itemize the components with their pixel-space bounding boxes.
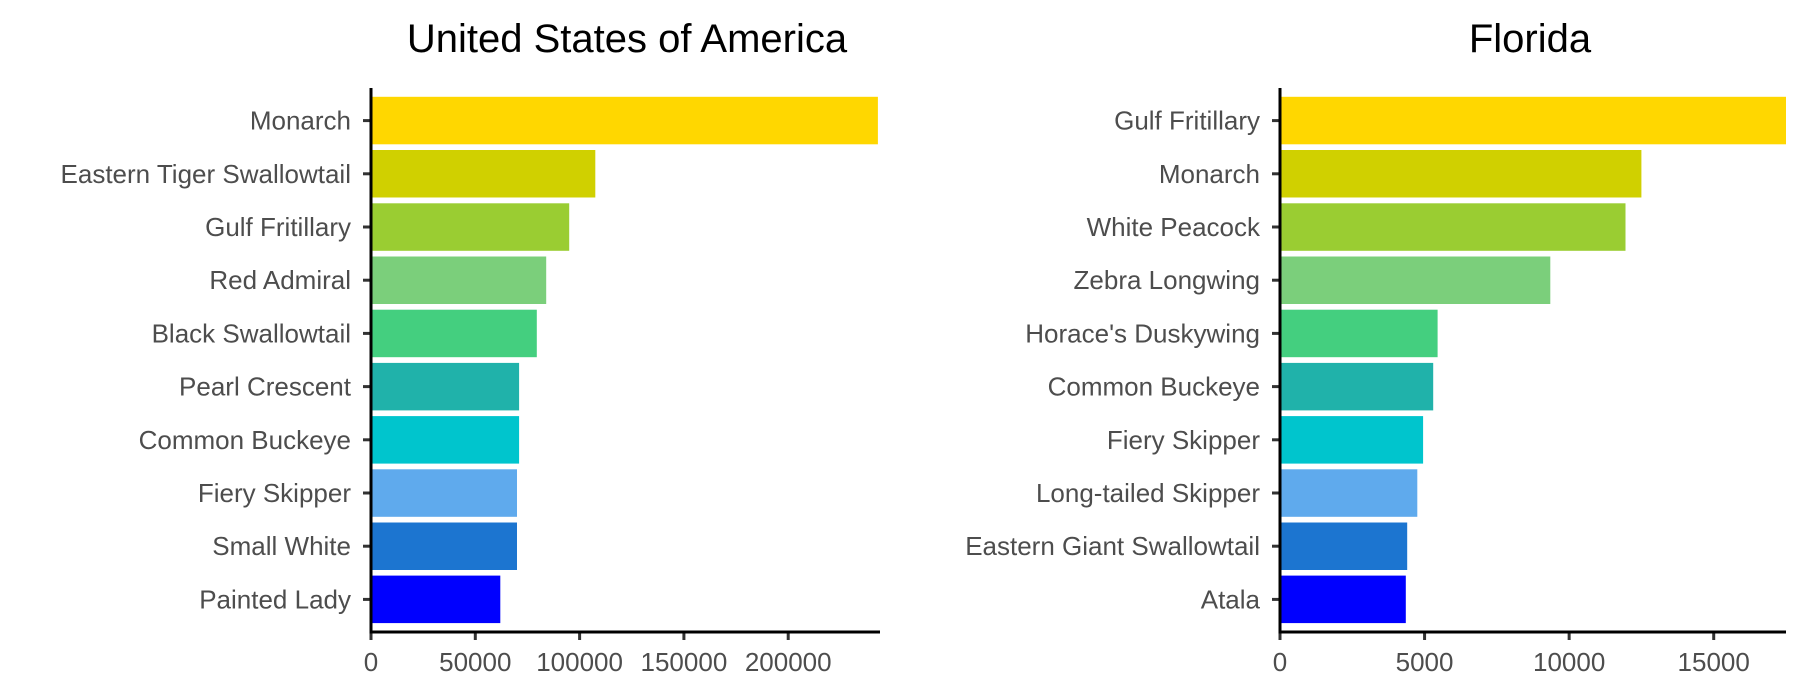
category-label: Red Admiral — [209, 265, 351, 295]
category-label: White Peacock — [1087, 212, 1261, 242]
x-ticks: 0 5000 10000 15000 — [1272, 119, 1750, 677]
bar — [371, 309, 537, 358]
x-tick-label: 5000 — [1396, 647, 1454, 677]
category-label: Small White — [212, 531, 351, 561]
category-label: Eastern Giant Swallowtail — [965, 531, 1260, 561]
bar — [371, 575, 501, 624]
chart-title: Florida — [1469, 17, 1592, 61]
chart-panel-usa: United States of America Monarch Eastern … — [61, 17, 880, 677]
category-label: Gulf Fritillary — [1114, 106, 1260, 136]
category-label: Monarch — [250, 106, 351, 136]
chart-title: United States of America — [407, 17, 848, 61]
category-label: Horace's Duskywing — [1025, 318, 1260, 348]
category-label: Eastern Tiger Swallowtail — [61, 159, 351, 189]
bar — [1280, 96, 1786, 145]
category-label: Fiery Skipper — [1107, 425, 1260, 455]
category-label: Fiery Skipper — [198, 478, 351, 508]
bar-group — [1280, 96, 1786, 624]
x-tick-label: 150000 — [641, 647, 728, 677]
category-label: Atala — [1201, 584, 1261, 614]
bar — [371, 203, 570, 251]
category-label: Black Swallowtail — [152, 318, 351, 348]
bar — [371, 256, 547, 304]
x-tick-label: 100000 — [536, 647, 623, 677]
category-label: Common Buckeye — [1048, 372, 1260, 402]
bar — [1280, 575, 1406, 624]
bar — [371, 522, 517, 570]
bar — [371, 150, 596, 198]
bar — [371, 469, 517, 517]
category-labels: Monarch Eastern Tiger Swallowtail Gulf Fri… — [61, 106, 352, 615]
x-tick-label: 0 — [364, 647, 378, 677]
bar-group — [371, 96, 878, 624]
x-tick-label: 0 — [1273, 647, 1287, 677]
bar — [371, 416, 520, 464]
bar — [1280, 362, 1434, 411]
bar — [1280, 309, 1438, 358]
x-tick-label: 15000 — [1678, 647, 1750, 677]
bar — [1280, 416, 1424, 464]
category-label: Monarch — [1159, 159, 1260, 189]
bar — [371, 96, 878, 145]
category-label: Painted Lady — [199, 584, 351, 614]
category-label: Zebra Longwing — [1074, 265, 1260, 295]
bar — [1280, 256, 1551, 304]
bar — [371, 362, 520, 411]
x-tick-label: 50000 — [439, 647, 511, 677]
x-tick-label: 10000 — [1533, 647, 1605, 677]
bar — [1280, 150, 1642, 198]
x-tick-label: 200000 — [745, 647, 832, 677]
category-labels: Gulf Fritillary Monarch White Peacock Zebra… — [965, 106, 1261, 615]
category-label: Common Buckeye — [139, 425, 351, 455]
category-label: Long-tailed Skipper — [1036, 478, 1260, 508]
bar — [1280, 469, 1418, 517]
bar — [1280, 522, 1408, 570]
category-label: Pearl Crescent — [179, 372, 352, 402]
x-ticks: 0 50000 100000 150000 200000 — [363, 119, 832, 677]
chart-panel-florida: Florida Gulf Fritillary Monarch White Peac… — [965, 17, 1786, 677]
category-label: Gulf Fritillary — [205, 212, 351, 242]
bar — [1280, 203, 1626, 251]
